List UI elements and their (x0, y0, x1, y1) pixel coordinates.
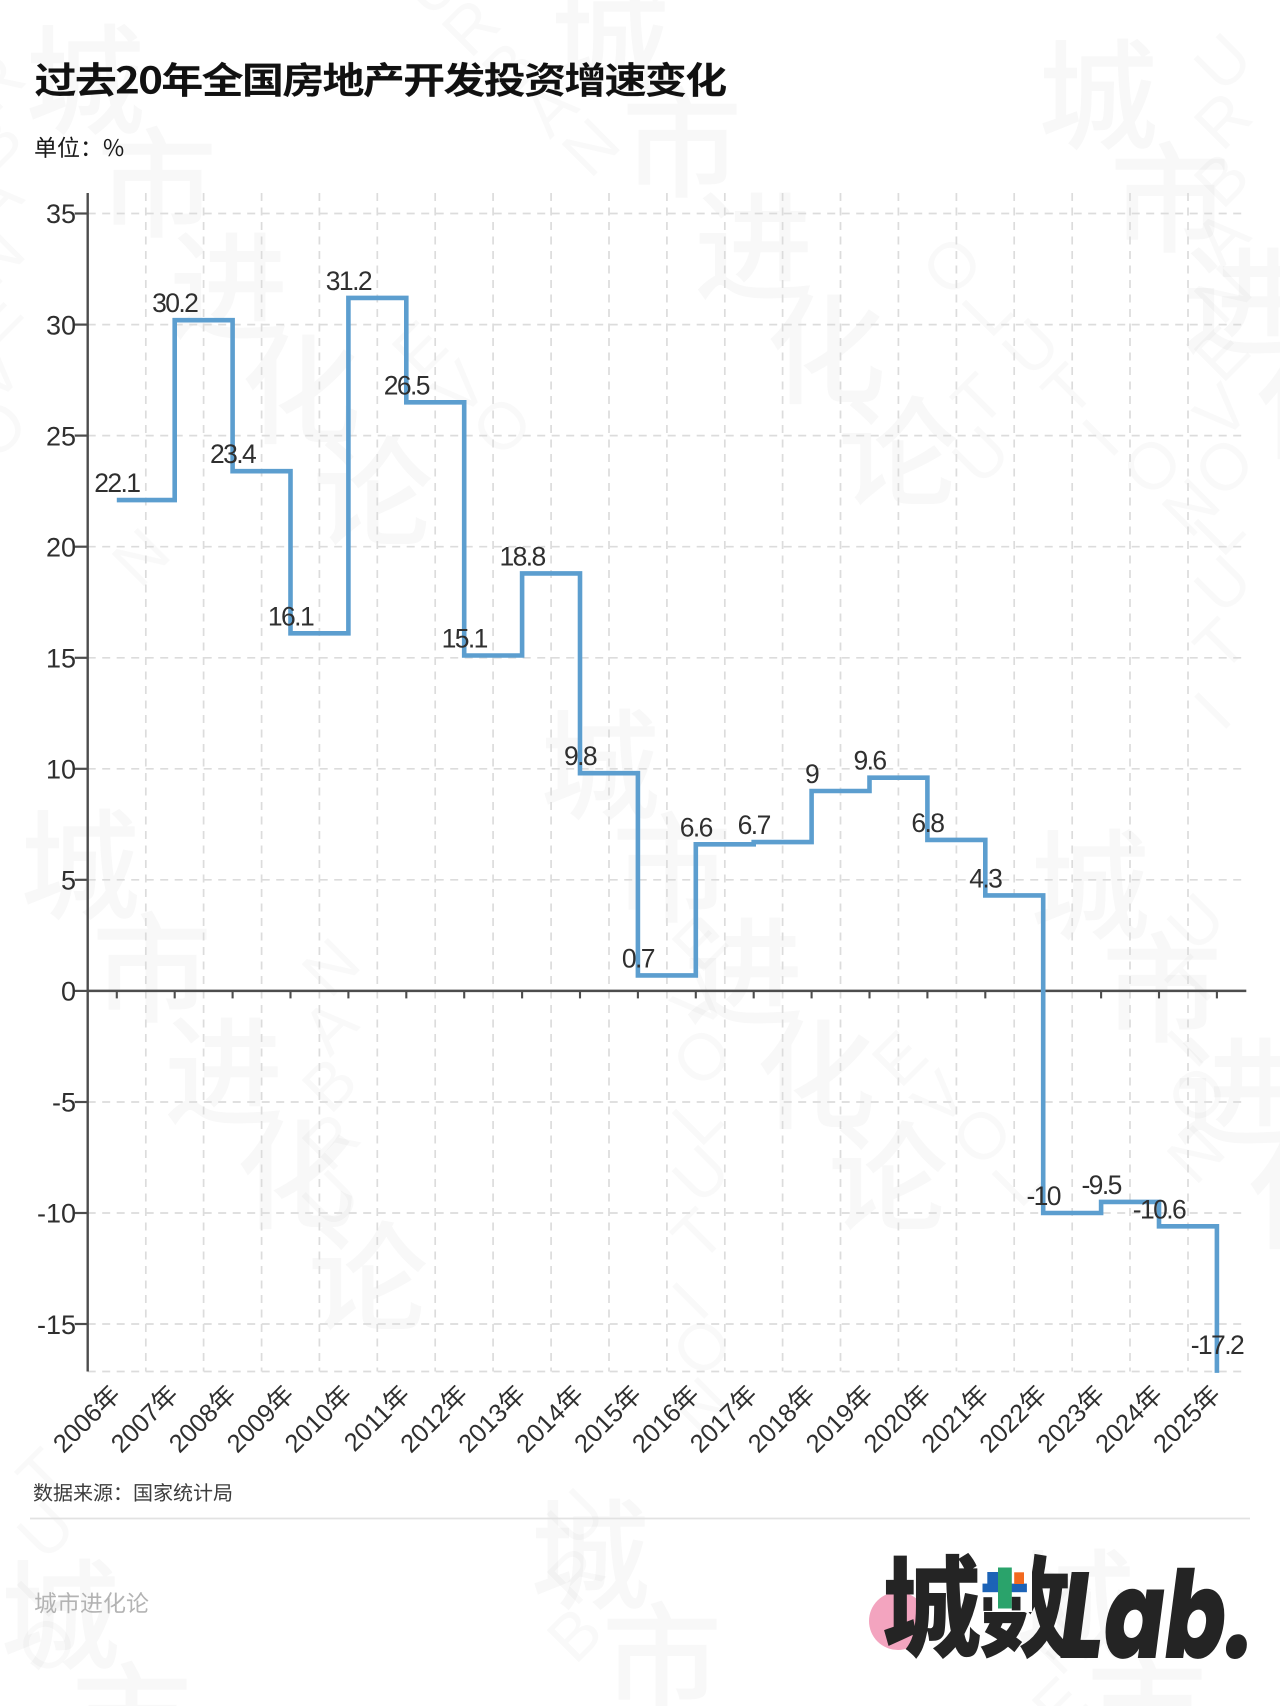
svg-text:6.6: 6.6 (680, 812, 713, 842)
svg-text:30: 30 (46, 310, 76, 340)
svg-text:9: 9 (805, 759, 819, 789)
svg-text:6.8: 6.8 (911, 808, 944, 838)
svg-text:-10.6: -10.6 (1133, 1194, 1186, 1224)
svg-text:15.1: 15.1 (442, 624, 488, 654)
svg-text:-5: -5 (52, 1088, 76, 1118)
svg-text:30.2: 30.2 (152, 288, 198, 318)
svg-text:0.7: 0.7 (622, 943, 655, 973)
svg-text:18.8: 18.8 (500, 541, 546, 571)
svg-text:0: 0 (61, 977, 76, 1007)
svg-text:9.8: 9.8 (564, 741, 597, 771)
svg-text:20: 20 (46, 532, 76, 562)
svg-text:6.7: 6.7 (738, 810, 771, 840)
svg-text:-9.5: -9.5 (1081, 1170, 1121, 1200)
svg-text:10: 10 (46, 755, 76, 785)
svg-text:-10: -10 (37, 1199, 76, 1229)
svg-text:23.4: 23.4 (210, 439, 256, 469)
svg-text:35: 35 (46, 199, 76, 229)
svg-text:22.1: 22.1 (94, 468, 140, 498)
svg-text:26.5: 26.5 (384, 370, 430, 400)
svg-text:16.1: 16.1 (268, 601, 314, 631)
svg-text:5: 5 (61, 866, 76, 896)
svg-text:9.6: 9.6 (853, 746, 886, 776)
svg-text:-17.2: -17.2 (1191, 1330, 1244, 1360)
svg-text:-10: -10 (1026, 1181, 1060, 1211)
svg-text:4.3: 4.3 (969, 863, 1002, 893)
svg-text:25: 25 (46, 421, 76, 451)
svg-text:31.2: 31.2 (326, 266, 372, 296)
svg-text:-15: -15 (37, 1310, 76, 1340)
svg-text:15: 15 (46, 644, 76, 674)
